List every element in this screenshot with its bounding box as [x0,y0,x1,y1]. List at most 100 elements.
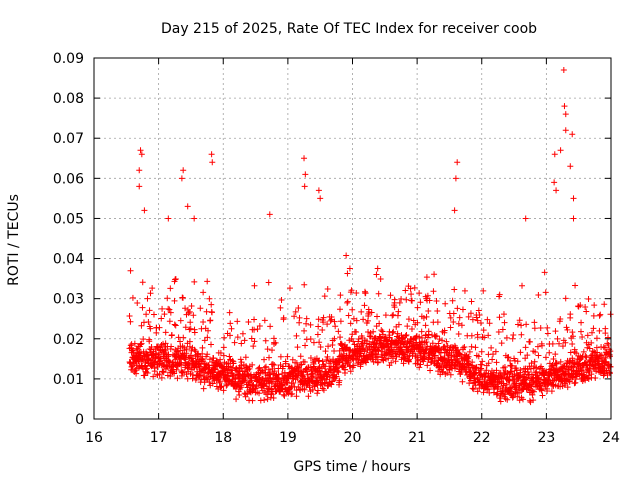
data-point [488,344,495,351]
data-point [530,397,537,404]
data-point [302,342,309,349]
data-point [469,385,476,392]
data-point [373,323,380,330]
data-point [425,331,432,338]
data-point [357,363,364,370]
data-point [293,393,300,400]
data-point [379,348,386,355]
data-point [315,323,322,330]
data-point [147,290,154,297]
data-point [557,316,564,323]
data-point [267,323,274,330]
data-point [301,281,308,288]
data-point [229,357,236,364]
data-point [414,304,421,311]
data-point [424,334,431,341]
data-point [291,313,298,320]
data-point [165,305,172,312]
data-point [347,320,354,327]
data-point [434,308,441,315]
data-point [249,361,256,368]
data-point [187,325,194,332]
data-point [394,330,401,337]
data-point [451,286,458,293]
data-point [596,312,603,319]
data-point [210,355,217,362]
data-point [353,317,360,324]
data-point [489,356,496,363]
data-point [419,338,426,345]
data-point [409,297,416,304]
data-point [386,334,393,341]
y-tick-label: 0.01 [53,372,84,388]
data-point [253,383,260,390]
data-point [146,338,153,345]
data-point [422,347,429,354]
data-point [144,295,151,302]
data-point [331,347,338,354]
data-point [480,389,487,396]
data-point [500,375,507,382]
data-point [251,338,258,345]
data-point [424,292,431,299]
data-point [333,373,340,380]
data-point [363,338,370,345]
data-points [126,67,614,406]
data-point [410,317,417,324]
data-point [472,344,479,351]
data-point [533,368,540,375]
data-point [368,309,375,316]
data-point [171,321,178,328]
data-point [204,351,211,358]
data-point [577,302,584,309]
data-point [226,353,233,360]
data-point [353,329,360,335]
data-point [322,348,329,355]
data-point [583,354,590,361]
x-tick-label: 24 [602,430,620,446]
data-point [315,316,322,323]
data-point [201,337,208,344]
data-point [504,396,511,403]
data-point [191,329,198,336]
data-point [422,322,429,329]
data-point [454,159,461,166]
data-point [392,358,399,365]
data-point [162,329,169,336]
data-point [592,374,599,381]
data-point [544,330,551,337]
data-point [562,127,569,134]
data-point [443,338,450,345]
data-point [518,322,525,329]
data-point [478,361,485,368]
data-point [563,324,570,331]
data-point [251,316,258,323]
data-point [321,293,328,300]
data-point [320,314,327,321]
data-point [264,346,271,353]
data-point [136,349,143,356]
data-point [160,369,167,376]
data-point [205,327,212,334]
data-point [441,327,448,334]
data-point [272,339,279,346]
data-point [510,331,517,338]
data-point [325,343,332,350]
data-point [297,353,304,360]
data-point [281,392,288,399]
data-point [534,343,541,350]
data-point [324,286,331,293]
data-point [584,332,591,339]
data-point [567,163,574,170]
data-point [217,356,224,363]
data-point [477,367,484,374]
data-point [277,304,284,311]
data-point [248,335,255,342]
data-point [227,332,234,339]
data-point [293,332,300,339]
data-point [411,284,418,291]
data-point [323,357,330,364]
y-tick-label: 0.07 [53,131,84,147]
data-point [234,318,241,325]
data-point [319,327,326,334]
